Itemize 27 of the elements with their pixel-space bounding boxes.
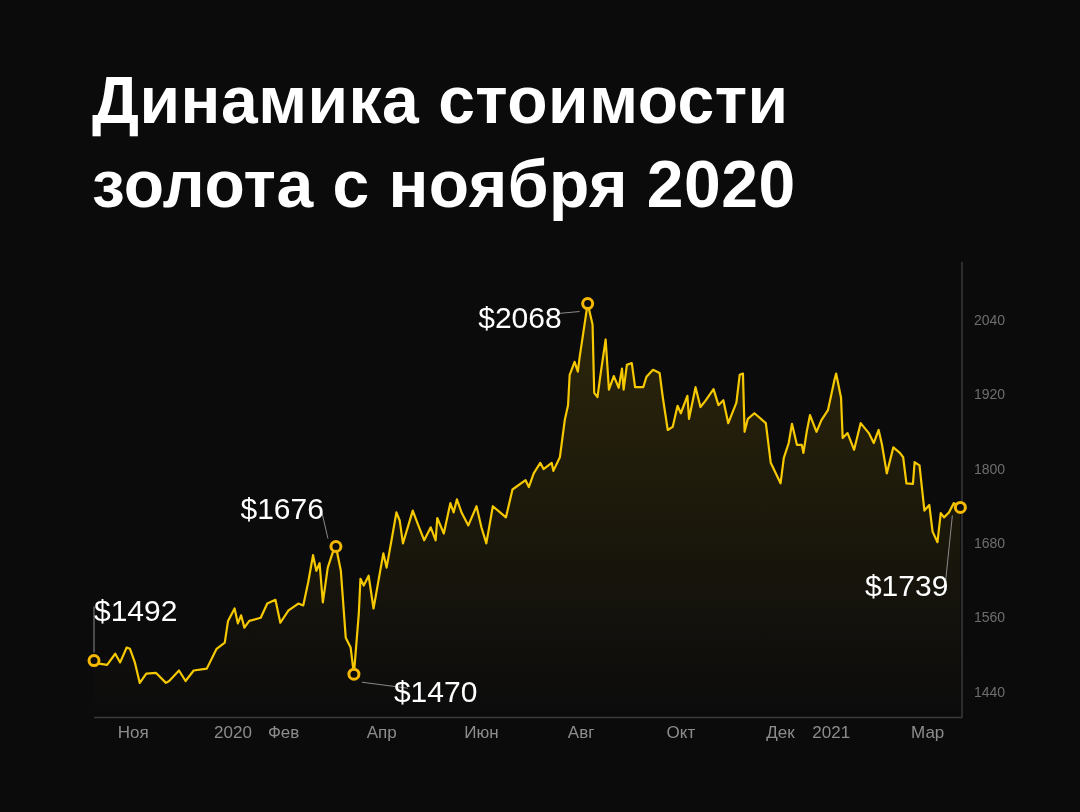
y-tick-label: 1440: [974, 683, 1006, 700]
x-tick-label: Апр: [366, 723, 397, 743]
point: [87, 654, 101, 668]
chart-title: Динамика стоимости золота с ноября 2020: [92, 62, 796, 223]
point: [347, 667, 361, 681]
x-tick-label: Авг: [567, 723, 595, 743]
point: [329, 540, 343, 554]
annotation: $2068: [478, 300, 562, 334]
annotation: $1739: [864, 568, 949, 602]
x-tick-label: Фев: [267, 723, 300, 743]
y-tick-label: 2040: [974, 311, 1006, 328]
y-tick-label: 1800: [974, 460, 1006, 477]
x-tick-label: Июн: [464, 723, 499, 743]
annotation: $1676: [240, 491, 324, 525]
x-tick-label: Ноя: [117, 723, 149, 743]
y-tick-label: 1920: [974, 386, 1006, 403]
annotation: $1470: [393, 675, 478, 709]
point: [581, 297, 595, 311]
x-tick-label: Мар: [911, 723, 945, 743]
x-tick-label: Окт: [666, 723, 696, 743]
y-tick-label: 1680: [974, 534, 1006, 551]
annotation: $1492: [94, 593, 178, 627]
x-tick-label: 2020: [214, 723, 252, 743]
x-tick-label: 2021: [812, 723, 851, 743]
x-tick-label: Дек: [766, 723, 796, 743]
point: [953, 500, 967, 514]
y-tick-label: 1560: [974, 609, 1006, 626]
